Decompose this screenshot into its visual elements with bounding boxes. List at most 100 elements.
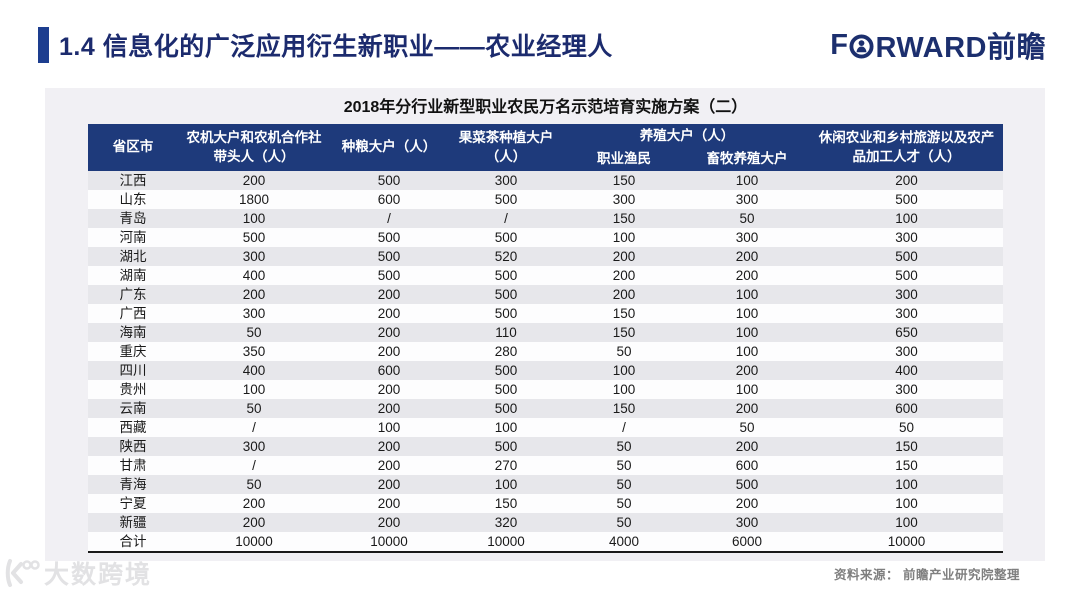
region-cell: 甘肃 — [119, 458, 147, 473]
value-cell: 50 — [616, 496, 632, 511]
table-row: 贵州 100 200 500 100 100 300 — [88, 380, 1003, 399]
table-row: 山东 1800 600 500 300 300 500 — [88, 190, 1003, 209]
logo-text-pre: F — [830, 28, 849, 61]
value-cell: 50 — [616, 344, 632, 359]
value-cell: 100 — [895, 496, 918, 511]
value-cell: 300 — [612, 192, 636, 207]
value-cell: 100 — [612, 382, 636, 397]
value-cell: 100 — [735, 344, 759, 359]
value-cell: 600 — [377, 363, 401, 378]
value-cell: 200 — [377, 401, 401, 416]
watermark-text: 大数跨境 — [44, 561, 153, 589]
region-cell: 广东 — [119, 287, 147, 302]
table-row: 广西 300 200 500 150 100 300 — [88, 304, 1003, 323]
value-cell: 350 — [242, 344, 266, 359]
table-row: 云南 50 200 500 150 200 600 — [88, 399, 1003, 418]
value-cell: 500 — [494, 382, 518, 397]
col-header-region: 省区市 — [88, 124, 178, 171]
value-cell: 200 — [242, 515, 266, 530]
value-cell: 10000 — [235, 534, 273, 549]
table-row: 青岛 100 / / 150 50 100 — [88, 209, 1003, 228]
value-cell: / — [504, 211, 508, 226]
value-cell: 400 — [242, 363, 266, 378]
value-cell: 600 — [735, 458, 759, 473]
value-cell: 300 — [895, 382, 918, 397]
table-row: 江西 200 500 300 150 100 200 — [88, 171, 1003, 190]
region-cell: 青海 — [119, 477, 147, 492]
value-cell: 100 — [735, 306, 759, 321]
value-cell: / — [252, 458, 256, 473]
value-cell: 100 — [895, 211, 918, 226]
table-row: 湖南 400 500 500 200 200 500 — [88, 266, 1003, 285]
table-header: 省区市 农机大户和农机合作社带头人（人） 种粮大户（人） 果菜茶种植大户（人） … — [88, 124, 1003, 171]
value-cell: 500 — [242, 230, 266, 245]
logo-text-post: RWARD前瞻 — [875, 32, 1046, 64]
region-cell: 云南 — [119, 401, 147, 416]
col-header-grain: 种粮大户（人） — [330, 124, 448, 171]
value-cell: 600 — [377, 192, 401, 207]
value-cell: 150 — [612, 306, 636, 321]
value-cell: 300 — [242, 306, 266, 321]
value-cell: 200 — [895, 173, 918, 188]
value-cell: 4000 — [608, 534, 640, 549]
value-cell: 500 — [895, 249, 918, 264]
value-cell: 50 — [898, 420, 915, 435]
value-cell: 100 — [735, 287, 759, 302]
page-title: 1.4 信息化的广泛应用衍生新职业——农业经理人 — [59, 33, 613, 61]
region-cell: 广西 — [119, 306, 147, 321]
value-cell: 280 — [494, 344, 518, 359]
value-cell: 200 — [612, 249, 636, 264]
value-cell: 10000 — [887, 534, 926, 549]
value-cell: 300 — [895, 306, 918, 321]
value-cell: 500 — [895, 192, 918, 207]
value-cell: 100 — [612, 230, 636, 245]
value-cell: 150 — [612, 173, 636, 188]
value-cell: 500 — [377, 249, 401, 264]
table-total-row: 合计 10000 10000 10000 4000 6000 10000 — [88, 532, 1003, 552]
value-cell: 100 — [735, 173, 759, 188]
value-cell: 100 — [242, 211, 266, 226]
value-cell: 200 — [242, 287, 266, 302]
value-cell: 400 — [242, 268, 266, 283]
value-cell: 500 — [494, 401, 518, 416]
value-cell: 150 — [895, 439, 918, 454]
region-cell: 宁夏 — [119, 496, 147, 511]
region-cell: 山东 — [119, 192, 147, 207]
value-cell: 50 — [616, 458, 632, 473]
value-cell: 1800 — [238, 192, 270, 207]
value-cell: 110 — [495, 325, 517, 340]
value-cell: 300 — [242, 249, 266, 264]
table-row: 宁夏 200 200 150 50 200 100 — [88, 494, 1003, 513]
value-cell: 520 — [494, 249, 518, 264]
forward-logo: F RWARD前瞻 — [830, 24, 1046, 66]
value-cell: 200 — [377, 382, 401, 397]
value-cell: 200 — [242, 173, 266, 188]
value-cell: 10000 — [487, 534, 525, 549]
value-cell: 500 — [377, 268, 401, 283]
value-cell: 500 — [494, 192, 518, 207]
value-cell: / — [622, 420, 626, 435]
value-cell: 270 — [494, 458, 518, 473]
value-cell: 100 — [612, 363, 636, 378]
table-row: 广东 200 200 500 200 100 300 — [88, 285, 1003, 304]
value-cell: 50 — [246, 477, 262, 492]
col-header-machinery: 农机大户和农机合作社带头人（人） — [178, 124, 330, 171]
source-note: 资料来源： 前瞻产业研究院整理 — [834, 568, 1020, 582]
value-cell: 200 — [377, 287, 401, 302]
value-cell: 50 — [616, 515, 632, 530]
table-row: 四川 400 600 500 100 200 400 — [88, 361, 1003, 380]
table-row: 湖北 300 500 520 200 200 500 — [88, 247, 1003, 266]
value-cell: 50 — [246, 401, 262, 416]
value-cell: 300 — [735, 515, 759, 530]
value-cell: 300 — [735, 230, 759, 245]
value-cell: 500 — [494, 363, 518, 378]
value-cell: 200 — [735, 268, 759, 283]
table-row: 甘肃 / 200 270 50 600 150 — [88, 456, 1003, 475]
region-cell: 河南 — [119, 230, 147, 245]
value-cell: 50 — [616, 477, 632, 492]
col-header-breeding: 养殖大户（人） — [564, 124, 810, 148]
value-cell: 500 — [735, 477, 759, 492]
value-cell: 100 — [895, 515, 918, 530]
value-cell: 150 — [494, 496, 518, 511]
value-cell: 50 — [616, 439, 632, 454]
